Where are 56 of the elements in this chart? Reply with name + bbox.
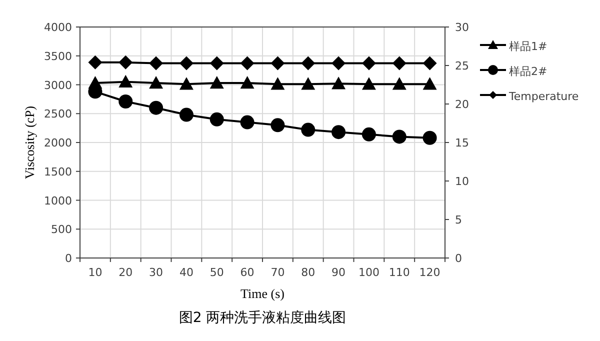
point	[118, 74, 133, 88]
y-tick-label: 500	[51, 223, 72, 236]
y2-tick-label: 10	[455, 175, 469, 188]
x-tick-label: 110	[388, 266, 410, 279]
legend-label: Temperature	[508, 90, 579, 103]
point	[270, 77, 285, 90]
y-tick-label: 3500	[44, 50, 72, 63]
x-tick-label: 30	[149, 266, 164, 279]
x-tick-label: 50	[210, 266, 224, 279]
y-tick-label: 0	[65, 252, 72, 265]
legend-label: 样品1#	[509, 40, 548, 53]
x-tick-label: 70	[270, 266, 285, 279]
point	[301, 77, 316, 90]
y-axis-title: Viscosity (cP)	[22, 106, 37, 180]
point	[179, 77, 194, 90]
point	[301, 122, 316, 137]
point	[149, 100, 164, 115]
y2-tick-label: 15	[455, 136, 469, 150]
point	[240, 115, 254, 130]
y2-tick-label: 5	[455, 214, 462, 226]
point	[179, 108, 194, 122]
y2-tick-label: 20	[455, 98, 469, 111]
point	[362, 77, 376, 90]
point	[149, 76, 164, 89]
y-tick-label: 4000	[44, 21, 72, 34]
x-tick-label: 20	[118, 266, 133, 279]
y2-tick-label: 0	[455, 252, 462, 265]
x-tick-label: 10	[88, 266, 102, 279]
point	[240, 76, 254, 89]
point	[332, 76, 346, 90]
x-tick-label: 80	[301, 266, 316, 279]
point	[392, 77, 406, 90]
y-tick-label: 1000	[44, 194, 72, 208]
x-tick-label: 120	[419, 266, 440, 279]
y2-tick-label: 25	[455, 60, 469, 72]
point	[118, 94, 133, 108]
point	[392, 130, 406, 144]
y-tick-label: 3000	[44, 78, 72, 92]
point	[422, 77, 437, 90]
point	[362, 127, 376, 142]
y2-tick-label: 30	[455, 21, 469, 34]
point	[210, 76, 224, 89]
point	[210, 112, 224, 126]
text: 图2 两种洗手液粘度曲线图	[178, 310, 346, 326]
x-tick-label: 60	[240, 266, 254, 279]
x-tick-label: 100	[358, 266, 380, 279]
point	[332, 125, 346, 140]
legend-label: 样品2#	[509, 65, 548, 78]
x-axis-title: Time (s)	[240, 286, 284, 301]
y-tick-label: 2000	[44, 136, 72, 150]
x-tick-label: 40	[179, 266, 194, 279]
y-tick-label: 2500	[44, 108, 72, 121]
x-tick-label: 90	[332, 266, 346, 279]
point	[422, 130, 437, 145]
y-tick-label: 1500	[44, 165, 72, 178]
point	[270, 118, 285, 132]
